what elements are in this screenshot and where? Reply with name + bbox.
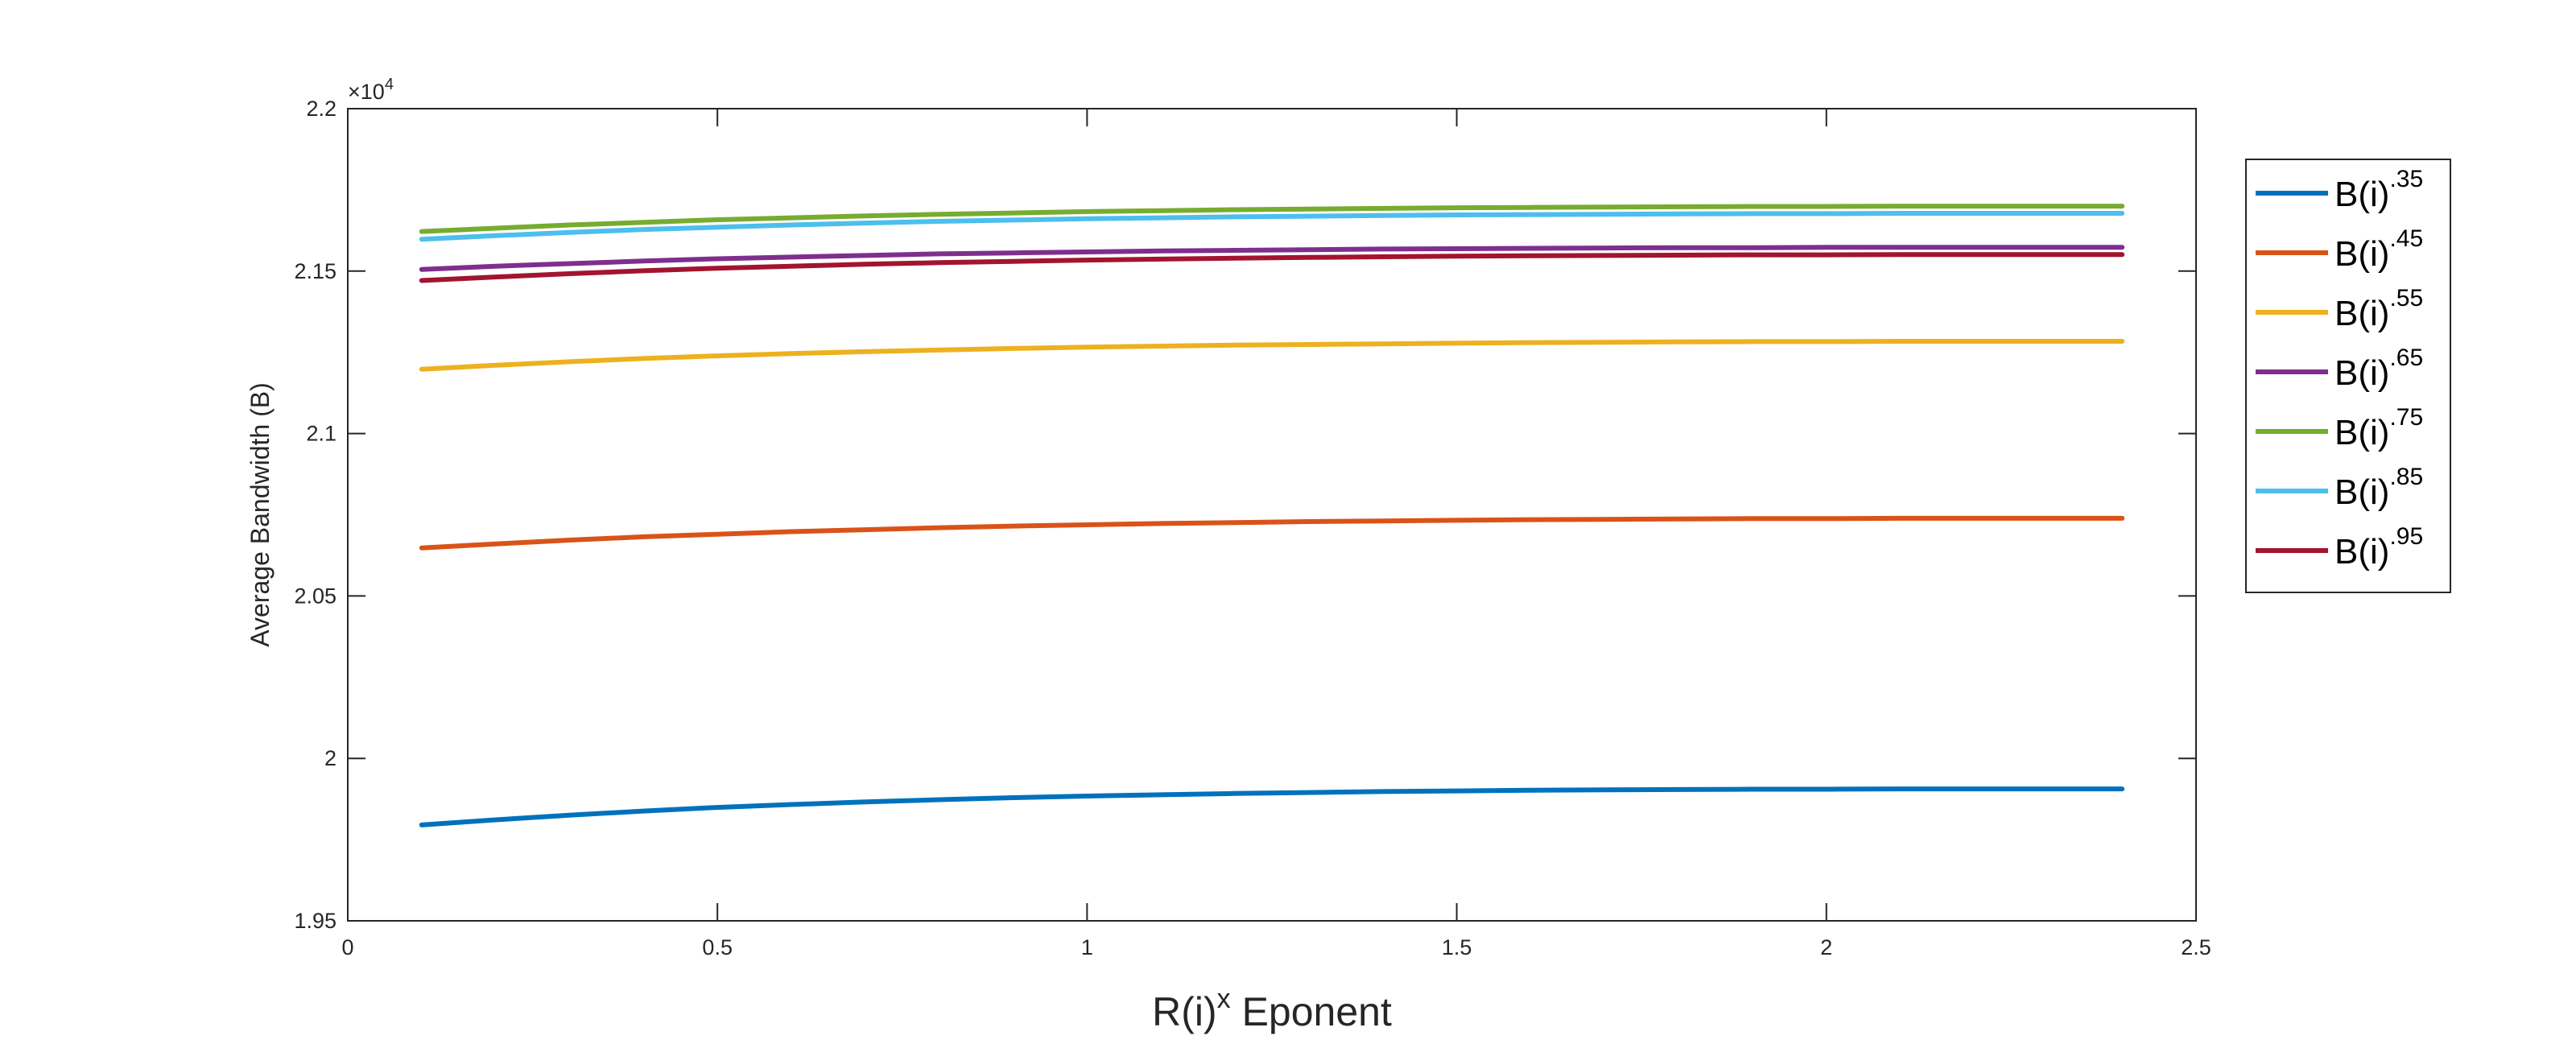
legend-label-base: B(i) bbox=[2334, 294, 2389, 333]
series-line-35 bbox=[419, 786, 2125, 827]
legend-label-base: B(i) bbox=[2334, 413, 2389, 452]
legend-label: B(i).45 bbox=[2334, 225, 2423, 274]
legend-label-base: B(i) bbox=[2334, 353, 2389, 393]
legend-label: B(i).95 bbox=[2334, 523, 2423, 571]
legend-label: B(i).35 bbox=[2334, 166, 2423, 214]
legend-label-sup: .65 bbox=[2389, 345, 2423, 371]
y-exponent-label: ×104 bbox=[348, 76, 394, 104]
series-line-65 bbox=[419, 245, 2125, 272]
legend-label-base: B(i) bbox=[2334, 234, 2389, 274]
legend-label: B(i).65 bbox=[2334, 345, 2423, 393]
series-line-55 bbox=[419, 339, 2125, 372]
legend-label-base: B(i) bbox=[2334, 532, 2389, 571]
y-tick-label: 1.95 bbox=[294, 909, 336, 933]
series-layer bbox=[419, 204, 2125, 827]
x-axis-title-base: R(i) bbox=[1152, 989, 1217, 1034]
y-exponent-power: 4 bbox=[385, 76, 394, 93]
legend-label-base: B(i) bbox=[2334, 472, 2389, 512]
axes-layer: 0 0.5 1 1.5 2 2.5 1.95 2 2.05 2.1 2.15 2.2 ×104 Avera… bbox=[246, 76, 2211, 1034]
x-axis-title-tail: Eponent bbox=[1231, 989, 1392, 1034]
y-tick-label: 2 bbox=[324, 746, 336, 770]
x-tick-label: 1 bbox=[1081, 935, 1093, 959]
series-line-75 bbox=[419, 204, 2125, 234]
y-axis-title: Average Bandwidth (B) bbox=[246, 382, 275, 646]
series-line-45 bbox=[419, 515, 2125, 551]
plot-frame bbox=[347, 108, 2197, 922]
x-axis-title-sup: x bbox=[1217, 984, 1231, 1014]
y-tick-label: 2.1 bbox=[306, 422, 336, 446]
series-line-95 bbox=[419, 252, 2125, 283]
y-tick-label: 2.2 bbox=[306, 97, 336, 121]
legend-label-sup: .75 bbox=[2389, 404, 2423, 431]
legend: B(i).35B(i).45B(i).55B(i).65B(i).75B(i).… bbox=[2245, 159, 2451, 593]
x-tick-label: 1.5 bbox=[1442, 935, 1472, 959]
y-exponent-base: ×10 bbox=[348, 80, 385, 104]
legend-label: B(i).75 bbox=[2334, 404, 2423, 452]
legend-label: B(i).55 bbox=[2334, 285, 2423, 333]
legend-box bbox=[2245, 159, 2451, 593]
x-tick-label: 2 bbox=[1820, 935, 1832, 959]
legend-label-sup: .35 bbox=[2389, 166, 2423, 192]
legend-label-sup: .45 bbox=[2389, 225, 2423, 252]
y-tick-label: 2.15 bbox=[294, 259, 336, 283]
legend-label-sup: .55 bbox=[2389, 285, 2423, 312]
legend-label: B(i).85 bbox=[2334, 464, 2423, 512]
series-line-85 bbox=[419, 211, 2125, 242]
x-tick-label: 2.5 bbox=[2181, 935, 2211, 959]
legend-label-sup: .85 bbox=[2389, 464, 2423, 490]
legend-label-base: B(i) bbox=[2334, 175, 2389, 214]
y-tick-label: 2.05 bbox=[294, 584, 336, 608]
x-tick-label: 0.5 bbox=[702, 935, 733, 959]
x-axis-title: R(i)x Eponent bbox=[1152, 984, 1392, 1034]
legend-label-sup: .95 bbox=[2389, 523, 2423, 550]
x-tick-label: 0 bbox=[341, 935, 353, 959]
